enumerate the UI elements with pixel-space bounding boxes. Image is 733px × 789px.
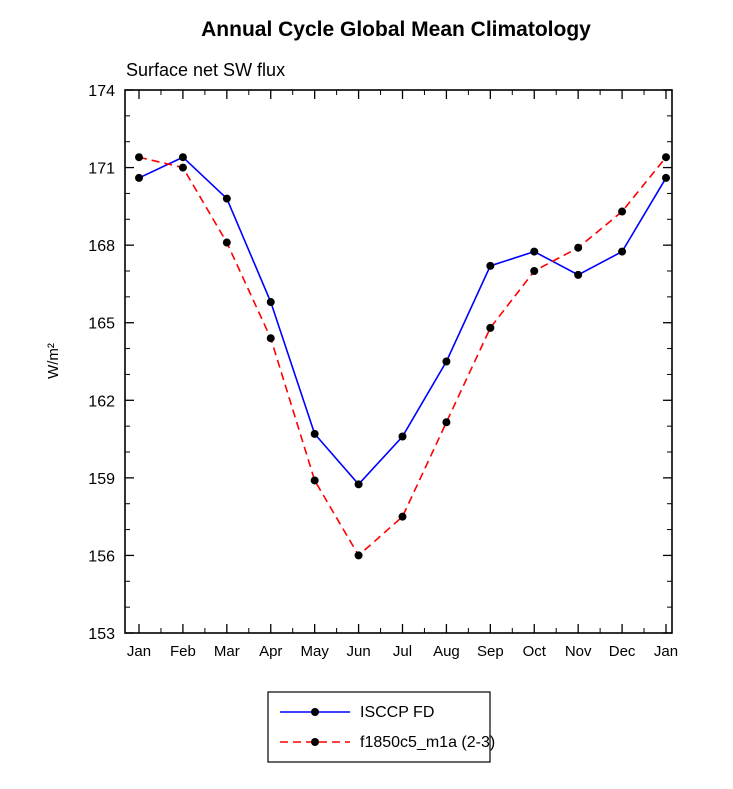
x-tick-label: Jul [393, 643, 412, 660]
x-tick-label: Jun [346, 643, 370, 660]
x-tick-label: Nov [565, 643, 592, 660]
data-point-marker [310, 476, 319, 485]
y-tick-label: 153 [88, 626, 115, 643]
x-tick-label: May [300, 643, 329, 660]
data-point-marker [618, 207, 627, 216]
x-tick-label: Dec [609, 643, 636, 660]
legend-label-1: f1850c5_m1a (2-3) [360, 734, 495, 751]
data-point-marker [442, 418, 451, 427]
data-point-marker [662, 153, 670, 162]
x-tick-label: Jan [654, 643, 678, 660]
data-point-marker [398, 432, 407, 441]
data-point-marker [178, 153, 187, 162]
data-point-marker [530, 267, 539, 275]
data-point-marker [574, 243, 583, 252]
data-point-marker [310, 429, 319, 438]
x-tick-label: Feb [170, 643, 196, 660]
y-tick-label: 168 [88, 238, 115, 255]
data-point-marker [266, 334, 275, 343]
data-point-marker [135, 173, 143, 182]
chart-title: Annual Cycle Global Mean Climatology [201, 18, 591, 41]
y-axis-label: W/m² [45, 343, 62, 379]
data-point-marker [530, 247, 539, 256]
x-tick-label: Sep [477, 643, 504, 660]
data-point-marker [222, 194, 231, 203]
y-tick-label: 162 [88, 393, 115, 410]
y-tick-label: 171 [88, 161, 115, 178]
data-point-marker [222, 238, 231, 247]
data-point-marker [398, 512, 407, 521]
y-tick-label: 156 [88, 548, 115, 565]
series-line-1 [138, 156, 667, 557]
legend: ISCCP FD f1850c5_m1a (2-3) [267, 691, 495, 763]
data-point-marker [574, 270, 583, 279]
data-point-marker [618, 247, 627, 256]
data-point-marker [178, 163, 187, 172]
chart-subtitle: Surface net SW flux [126, 60, 285, 80]
data-point-marker [486, 323, 495, 332]
data-point-marker [662, 173, 670, 182]
y-tick-label: 165 [88, 316, 115, 333]
plot-area: Jan Feb Mar Apr May Jun Jul Aug Sep Oct Nov Dec Jan 1… [88, 83, 678, 660]
legend-marker-1 [311, 738, 319, 746]
x-tick-label: Aug [433, 643, 460, 660]
x-tick-label: Mar [214, 643, 240, 660]
data-point-marker [135, 153, 143, 162]
y-tick-label: 159 [88, 471, 115, 488]
data-point-marker [442, 357, 451, 366]
x-tick-label: Jan [127, 643, 151, 660]
x-tick-label: Oct [523, 643, 547, 660]
plot-frame [124, 89, 673, 634]
x-tick-label: Apr [259, 643, 282, 660]
y-tick-label: 174 [88, 83, 115, 100]
data-point-marker [354, 480, 363, 489]
legend-box [267, 691, 491, 763]
data-point-marker [266, 298, 275, 307]
data-point-marker [354, 551, 363, 560]
data-point-marker [486, 261, 495, 270]
legend-marker-0 [311, 708, 319, 716]
legend-label-0: ISCCP FD [360, 704, 434, 721]
